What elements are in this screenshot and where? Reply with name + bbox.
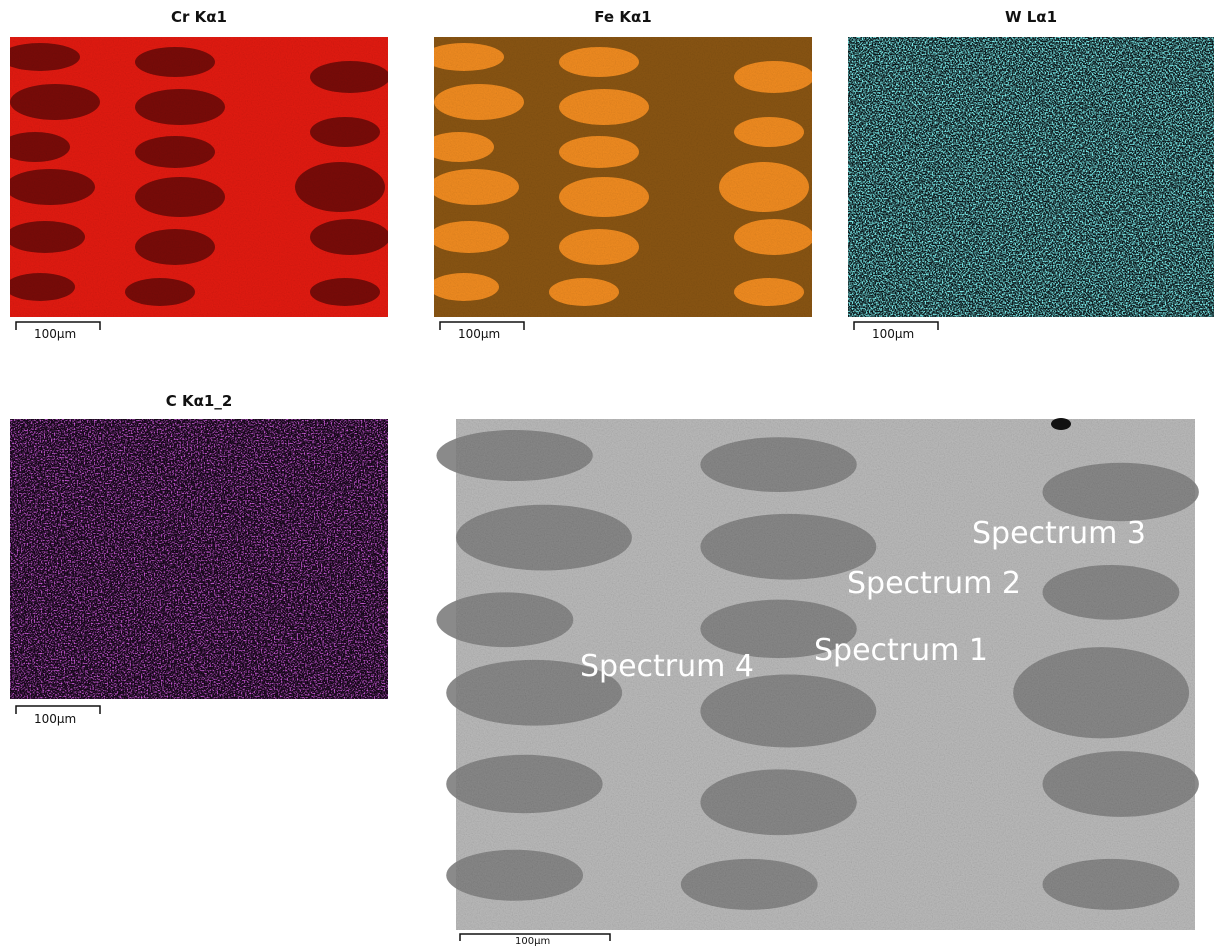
scale-label: 100μm (458, 327, 500, 341)
spectrum-label: Spectrum 3 (972, 516, 1146, 551)
map-image (424, 37, 814, 317)
map-title: Fe Kα1 (594, 8, 651, 26)
map-image (10, 419, 388, 700)
figure: Cr Kα1 100μm Fe Kα1 100μm W Lα1 100μm C … (0, 0, 1214, 947)
scale-label: 100μm (34, 712, 76, 726)
map-title: W Lα1 (1005, 8, 1057, 26)
electron-image (436, 418, 1198, 930)
spectrum-label: Spectrum 4 (580, 649, 754, 684)
scale-label: 100μm (34, 327, 76, 341)
scale-label: 100μm (515, 936, 550, 947)
scale-label: 100μm (872, 327, 914, 341)
map-title: C Kα1_2 (166, 392, 233, 410)
spectrum-label: Spectrum 1 (814, 633, 988, 668)
map-image (0, 37, 390, 317)
map-title: Cr Kα1 (171, 8, 227, 26)
spectrum-label: Spectrum 2 (847, 566, 1021, 601)
map-image (848, 37, 1214, 317)
